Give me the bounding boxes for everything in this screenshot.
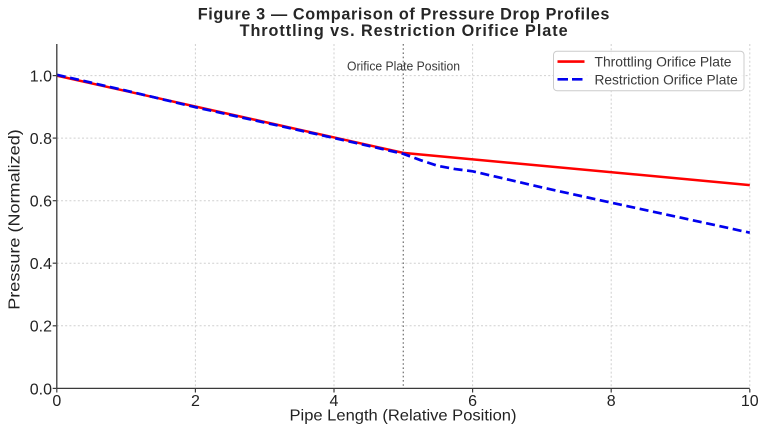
svg-text:6: 6 [468,393,477,410]
svg-text:4: 4 [330,393,339,410]
svg-text:0.8: 0.8 [30,131,52,148]
svg-text:Orifice Plate Position: Orifice Plate Position [347,58,460,73]
svg-text:0.2: 0.2 [30,319,52,336]
svg-text:2: 2 [191,393,200,410]
svg-text:0: 0 [52,393,61,410]
svg-text:Restriction Orifice Plate: Restriction Orifice Plate [595,72,738,87]
svg-text:0.0: 0.0 [30,381,52,398]
svg-text:0.4: 0.4 [30,256,52,273]
svg-text:Pipe Length (Relative Position: Pipe Length (Relative Position) [290,408,517,425]
svg-text:8: 8 [607,393,616,410]
svg-text:Throttling Orifice Plate: Throttling Orifice Plate [595,55,732,70]
svg-text:1.0: 1.0 [30,69,52,86]
svg-text:0.6: 0.6 [30,194,52,211]
svg-text:Pressure (Normalized): Pressure (Normalized) [7,129,24,310]
svg-text:Figure 3 — Comparison of Press: Figure 3 — Comparison of Pressure Drop P… [198,6,610,24]
svg-text:Throttling vs. Restriction Ori: Throttling vs. Restriction Orifice Plate [240,22,568,40]
svg-text:10: 10 [741,393,759,410]
